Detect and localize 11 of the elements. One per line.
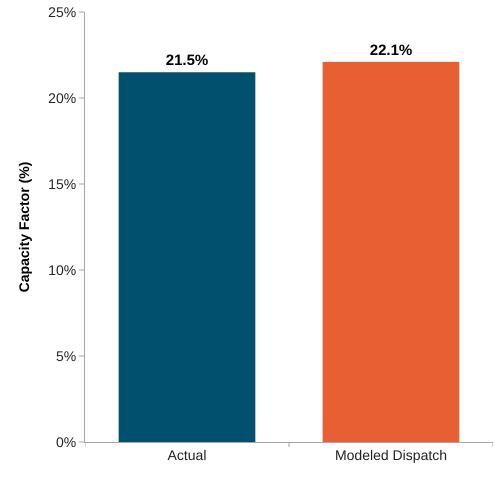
data-label: 22.1% [370,42,412,59]
data-label: 21.5% [166,52,208,70]
x-tick-label: Actual [168,446,206,463]
y-axis-title: Capacity Factor (%) [16,162,32,292]
y-tick-label: 20% [48,90,76,106]
y-tick-label: 25% [48,4,76,20]
y-tick-label: 0% [56,434,76,450]
y-tick-label: 5% [56,348,76,364]
y-tick-label: 15% [48,176,76,192]
y-tick-label: 10% [48,262,76,278]
x-tick-label: Modeled Dispatch [334,446,448,463]
